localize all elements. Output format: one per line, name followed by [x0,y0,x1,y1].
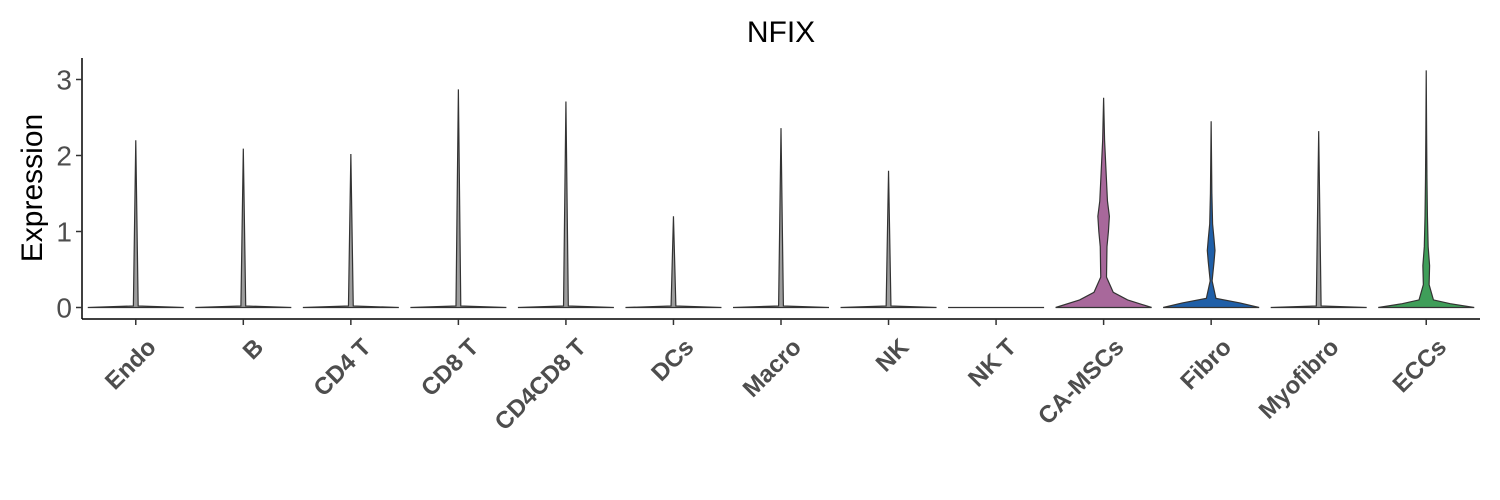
x-tick-label-cd4-t: CD4 T [309,333,377,401]
x-tick-label-nk: NK [871,333,915,377]
violin-fibro [1163,121,1260,309]
y-tick-label-1: 1 [56,217,72,248]
x-tick-label-ca-mscs: CA-MSCs [1033,334,1129,430]
y-tick-label-0: 0 [56,293,72,324]
y-tick-label-3: 3 [56,65,72,96]
x-tick-label-nk-t: NK T [963,333,1022,392]
violin-b [195,148,292,309]
violin-dcs [625,216,722,309]
x-tick-label-cd8-t: CD8 T [416,333,484,401]
plot-area: 0 1 2 3 Endo B CD4 T CD8 T CD4CD8 T DCs Macro NK NK … [56,58,1480,436]
violin-cd4-t [302,153,399,309]
x-tick-label-cd4cd8-t: CD4CD8 T [490,333,592,435]
y-axis-label: Expression [16,114,49,262]
x-tick-label-dcs: DCs [646,334,699,387]
violin-macro [732,128,830,309]
violin-myofibro [1270,131,1367,309]
chart-title: NFIX [747,16,815,49]
x-tick-label-b: B [238,334,269,365]
violin-cd8-t [410,89,507,309]
x-tick-label-endo: Endo [100,334,162,396]
y-tick-label-2: 2 [56,141,72,172]
x-tick-label-myofibro: Myofibro [1254,334,1345,425]
x-tick-label-eccs: ECCs [1388,334,1452,398]
violin-cd4cd8-t [517,101,614,309]
violin-nk [840,170,937,309]
violin-endo [87,140,184,309]
violin-ca-mscs [1055,97,1152,309]
violin-eccs [1378,70,1475,309]
x-tick-label-fibro: Fibro [1175,334,1237,396]
x-tick-label-macro: Macro [738,334,807,403]
